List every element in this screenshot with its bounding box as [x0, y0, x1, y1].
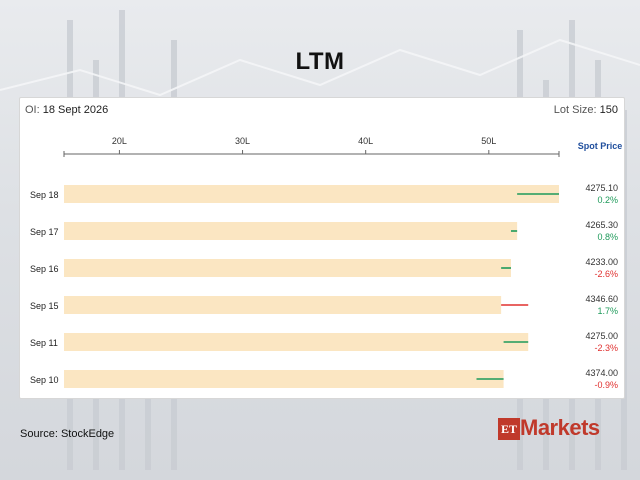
page-title: LTM — [295, 48, 345, 75]
x-tick-label: 30L — [235, 136, 250, 146]
oi-bar — [64, 222, 518, 240]
oi-date-label: OI: 18 Sept 2026 — [25, 104, 108, 116]
spot-price-value: 4346.60 — [585, 294, 618, 304]
spot-change-value: 0.2% — [597, 195, 618, 205]
lot-size-value: 150 — [599, 104, 618, 116]
spot-price-value: 4275.10 — [585, 183, 618, 193]
x-tick-label: 50L — [481, 136, 496, 146]
category-label: Sep 18 — [30, 190, 59, 200]
lot-size-prefix: Lot Size: — [553, 104, 597, 116]
category-label: Sep 10 — [30, 375, 59, 385]
oi-bar — [64, 370, 504, 388]
lot-size-label: Lot Size: 150 — [554, 104, 618, 116]
open-interest-chart: 20L 30L 40L 50L Spot Price Sep 18 4275.10 0.2% S… — [30, 136, 623, 390]
spot-price-value: 4265.30 — [585, 220, 618, 230]
oi-bar — [64, 259, 511, 277]
spot-price-value: 4275.00 — [585, 331, 618, 341]
et-markets-logo: ET Markets — [498, 415, 622, 445]
chart-card: OI: 18 Sept 2026 Lot Size: 150 20L 30L 40L… — [19, 97, 625, 399]
category-label: Sep 17 — [30, 227, 59, 237]
x-tick-label: 40L — [358, 136, 373, 146]
spot-change-value: 1.7% — [597, 306, 618, 316]
logo-et-mark: ET — [498, 418, 520, 440]
oi-bar — [64, 296, 502, 314]
spot-change-value: -0.9% — [594, 380, 618, 390]
oi-label-prefix: OI: — [25, 104, 40, 116]
category-label: Sep 16 — [30, 264, 59, 274]
category-label: Sep 15 — [30, 301, 59, 311]
spot-price-value: 4233.00 — [585, 257, 618, 267]
spot-change-value: 0.8% — [597, 232, 618, 242]
source-note: Source: StockEdge — [20, 428, 115, 440]
x-tick-label: 20L — [112, 136, 127, 146]
logo-markets-text: Markets — [520, 415, 600, 440]
spot-price-value: 4374.00 — [585, 368, 618, 378]
oi-bar — [64, 333, 529, 351]
oi-date-value: 18 Sept 2026 — [42, 104, 109, 116]
category-label: Sep 11 — [30, 338, 58, 348]
spot-price-header: Spot Price — [578, 141, 623, 151]
oi-bar — [64, 185, 559, 203]
spot-change-value: -2.3% — [594, 343, 618, 353]
spot-change-value: -2.6% — [594, 269, 618, 279]
